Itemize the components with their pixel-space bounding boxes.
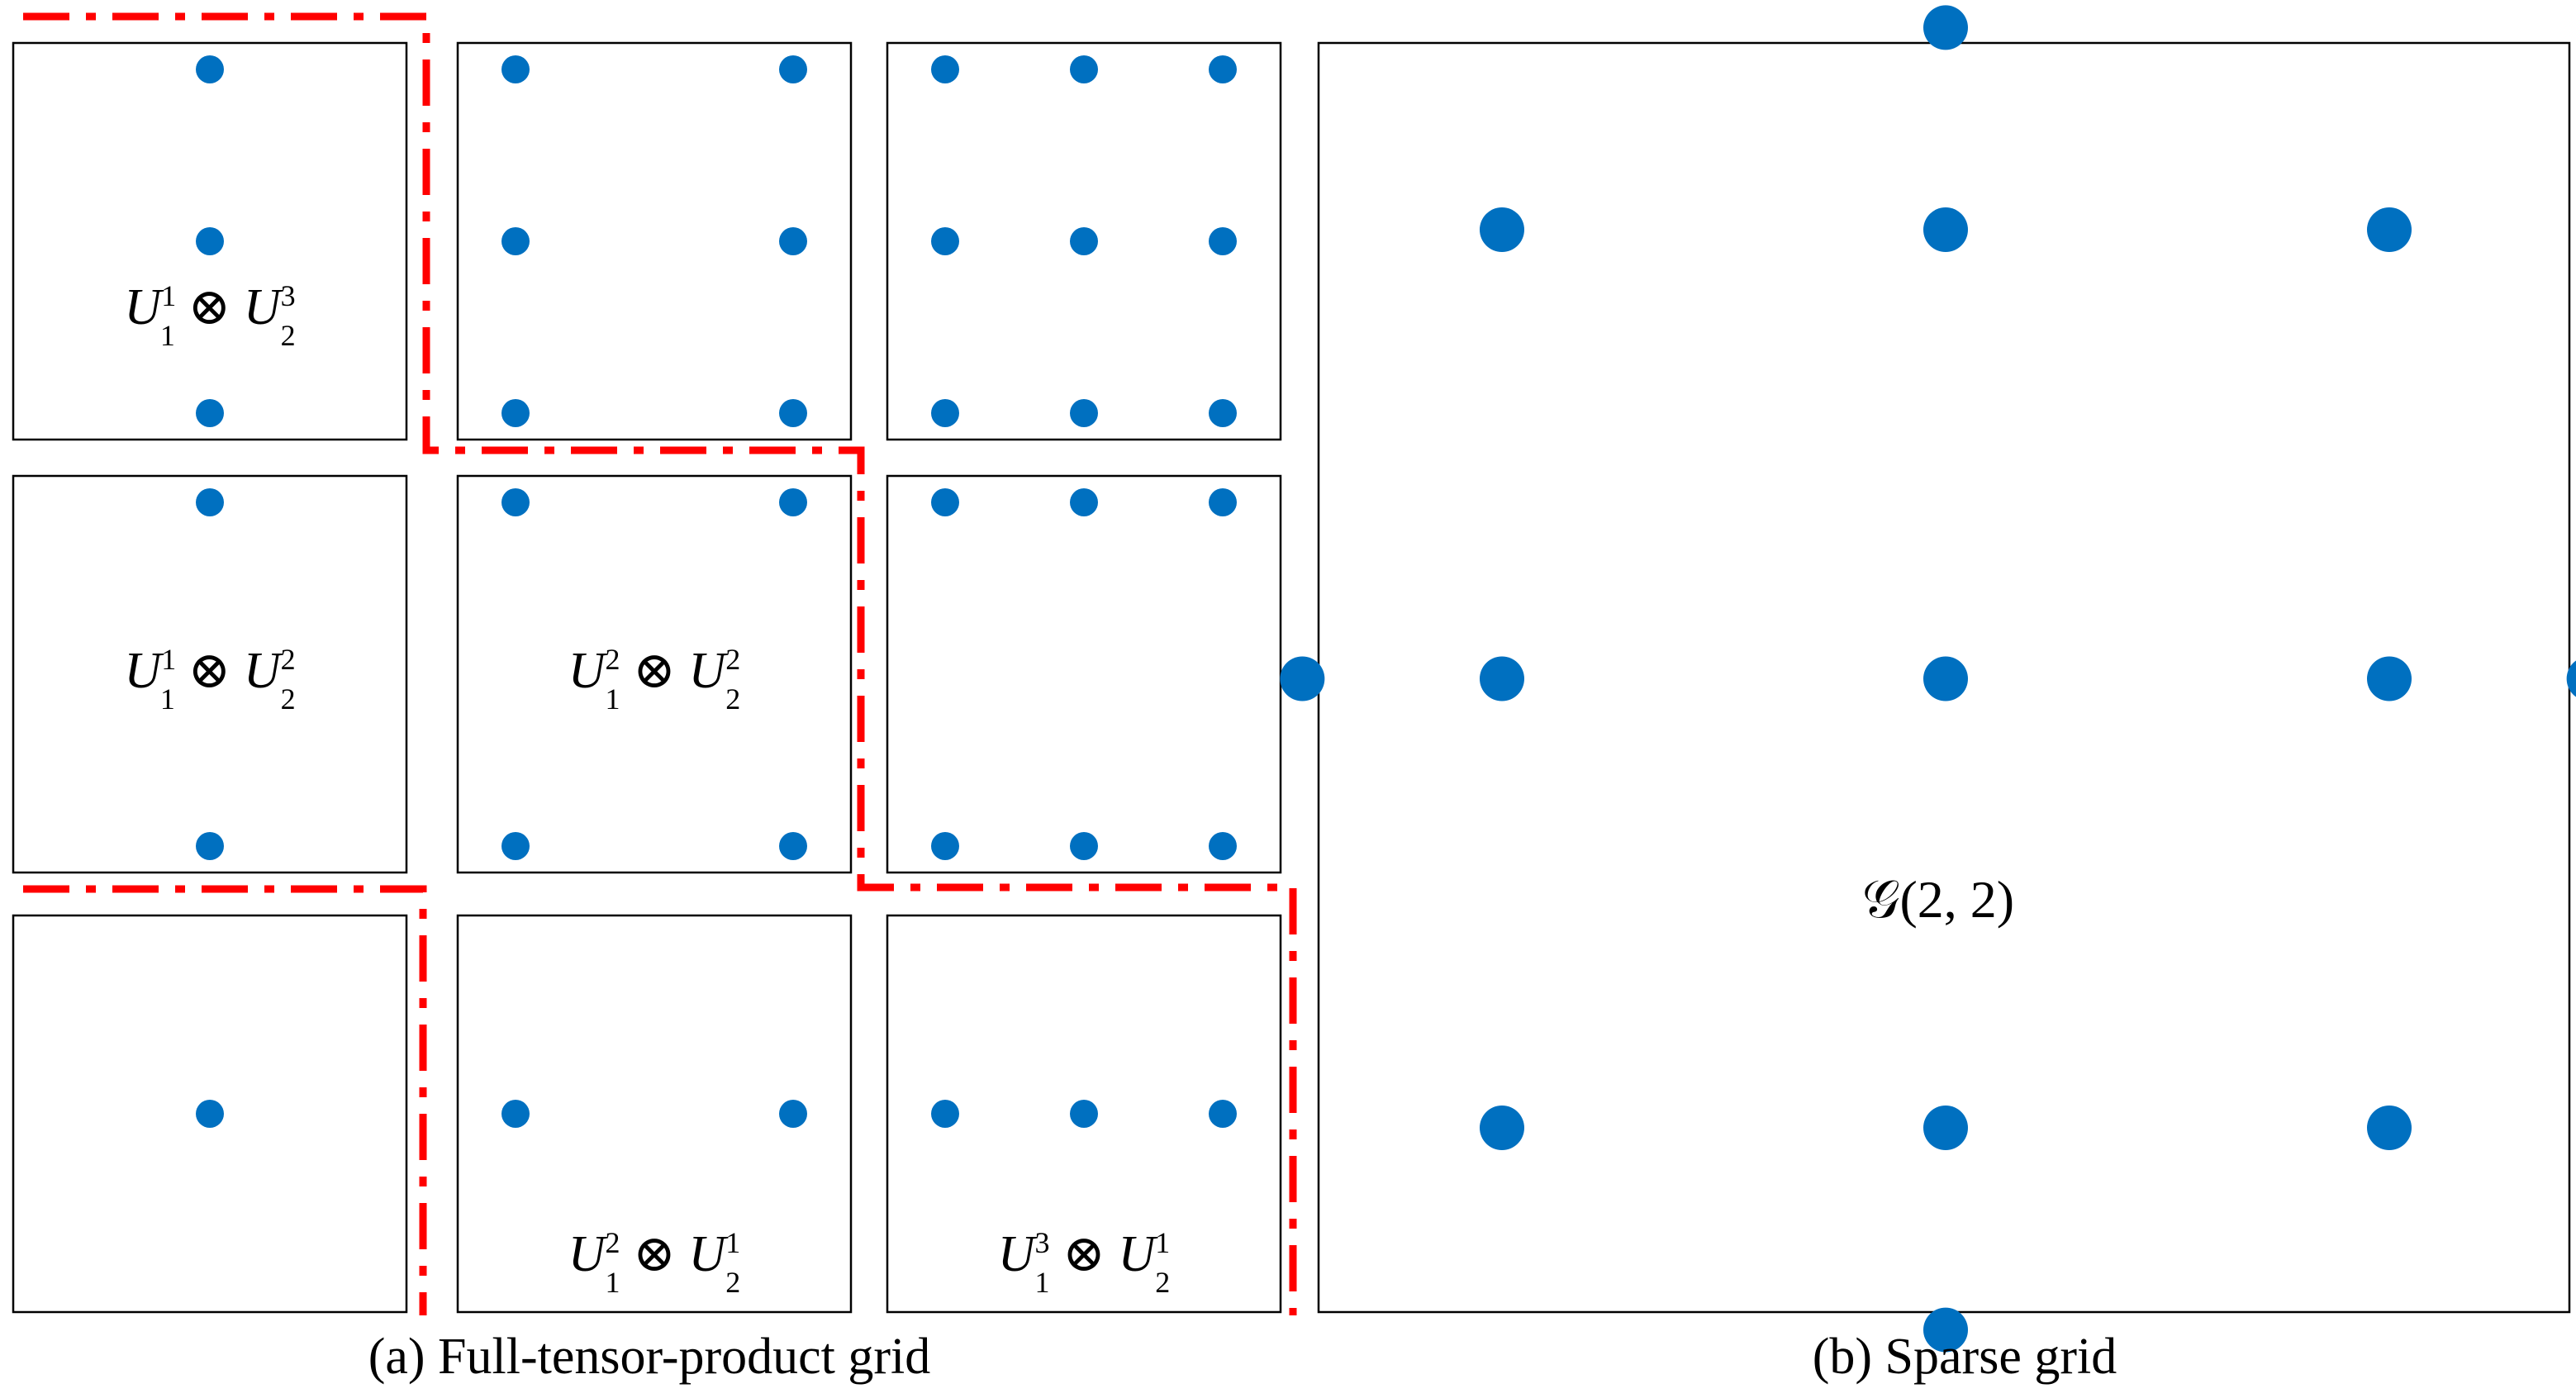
grid-point [196,1100,224,1128]
subplot-r2c2: U21 ⊗ U22​ [456,474,853,874]
grid-point [501,227,530,255]
subplot-r1c3 [886,41,1282,441]
subplot-frame [12,474,408,874]
sparse-point [1280,656,1325,701]
grid-point [1209,1100,1237,1128]
grid-point [1070,488,1098,516]
grid-point [196,488,224,516]
subplot-r3c1 [12,914,408,1314]
sparse-grid-boundary [23,12,1297,1315]
grid-point [779,832,807,860]
sparse-point [2367,1106,2412,1150]
grid-point [1209,488,1237,516]
tensor-label: U21 ⊗ U12​ [568,1226,741,1299]
full-tensor-grid-panel: U11 ⊗ U32​ U11 ⊗ U22​ U21 ⊗ U22​ U21 ⊗ U12​… [12,41,1282,1314]
grid-point [1209,399,1237,427]
sparse-point [2367,207,2412,252]
grid-point [196,55,224,83]
grid-point [196,832,224,860]
grid-point [779,488,807,516]
grid-point [501,55,530,83]
grid-point [501,832,530,860]
sparse-point [1923,1106,1968,1150]
grid-point [931,399,959,427]
tensor-label: U11 ⊗ U22​ [124,643,295,716]
sparse-grid-panel: 𝒢(2, 2) [1280,5,2576,1353]
sparse-point [1480,656,1524,701]
sparse-point [1923,656,1968,701]
grid-point [779,1100,807,1128]
subplot-r1c1: U11 ⊗ U32​ [12,41,408,441]
tensor-label: U11 ⊗ U32​ [124,279,295,352]
sparse-point [1923,1307,1968,1353]
grid-point [931,227,959,255]
grid-point [931,55,959,83]
grid-point [1070,399,1098,427]
subplot-r2c3 [886,474,1282,874]
grid-point [779,55,807,83]
boundary-line-lower [23,885,427,1315]
grid-point [1070,1100,1098,1128]
sparse-grid-label: 𝒢(2, 2) [1862,870,2014,929]
grid-point [1070,832,1098,860]
grid-point [501,1100,530,1128]
grid-point [931,832,959,860]
grid-point [931,1100,959,1128]
tensor-label: U31 ⊗ U12​ [998,1226,1171,1299]
subplot-r3c3: U31 ⊗ U12​ [886,914,1282,1314]
boundary-line-upper [23,12,1297,1315]
grid-point [196,227,224,255]
subplot-r2c1: U11 ⊗ U22​ [12,474,408,874]
grid-point [501,399,530,427]
sparse-point [1480,1106,1524,1150]
panel-a-caption: (a) Full-tensor-product grid [368,1329,931,1385]
grid-point [931,488,959,516]
subplot-frame [886,474,1282,874]
sparse-point [1923,207,1968,252]
grid-point [1209,55,1237,83]
sparse-point [2566,660,2576,697]
panel-b-caption: (b) Sparse grid [1813,1329,2117,1385]
sparse-point [1923,5,1968,50]
grid-point [1070,227,1098,255]
grid-point [779,399,807,427]
subplot-frame [456,474,853,874]
tensor-label: U21 ⊗ U22​ [568,643,741,716]
sparse-point [2367,656,2412,701]
grid-point [196,399,224,427]
subplot-r3c2: U21 ⊗ U12​ [456,914,853,1314]
grid-point [501,488,530,516]
grid-point [1070,55,1098,83]
sparse-point [1480,207,1524,252]
grid-point [1209,227,1237,255]
grid-point [1209,832,1237,860]
subplot-r1c2 [456,41,853,441]
grid-point [779,227,807,255]
